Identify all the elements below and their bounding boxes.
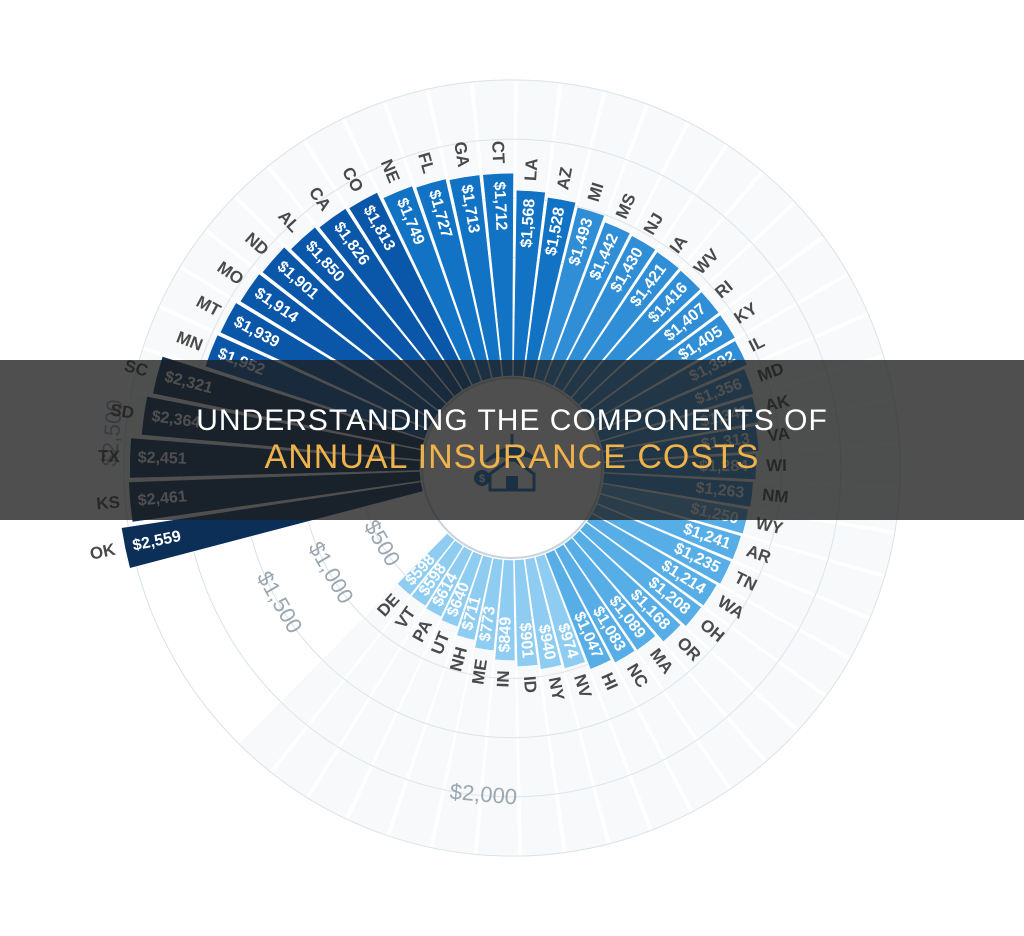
ring-label: $500: [359, 515, 405, 570]
bar-state-label: ID: [520, 675, 540, 693]
bar-state-label: GA: [450, 140, 473, 168]
bar-value-label: $1,712: [490, 181, 509, 231]
bar-state-label: IN: [493, 670, 513, 688]
ring-label: $1,000: [303, 537, 358, 608]
title-overlay: UNDERSTANDING THE COMPONENTS OF ANNUAL I…: [0, 360, 1024, 520]
bar-state-label: LA: [521, 158, 541, 182]
bar-value-label: $1,568: [518, 198, 538, 248]
bar-state-label: OK: [88, 540, 118, 564]
title-line-2: ANNUAL INSURANCE COSTS: [265, 438, 760, 477]
bar-state-label: CT: [488, 140, 508, 164]
bar-value-label: $849: [496, 616, 514, 652]
title-line-1: UNDERSTANDING THE COMPONENTS OF: [196, 404, 828, 438]
bar-state-label: AZ: [553, 166, 576, 192]
bar-state-label: ME: [468, 658, 491, 686]
ring-label: $1,500: [252, 567, 307, 638]
bar-value-label: $901: [516, 622, 536, 659]
